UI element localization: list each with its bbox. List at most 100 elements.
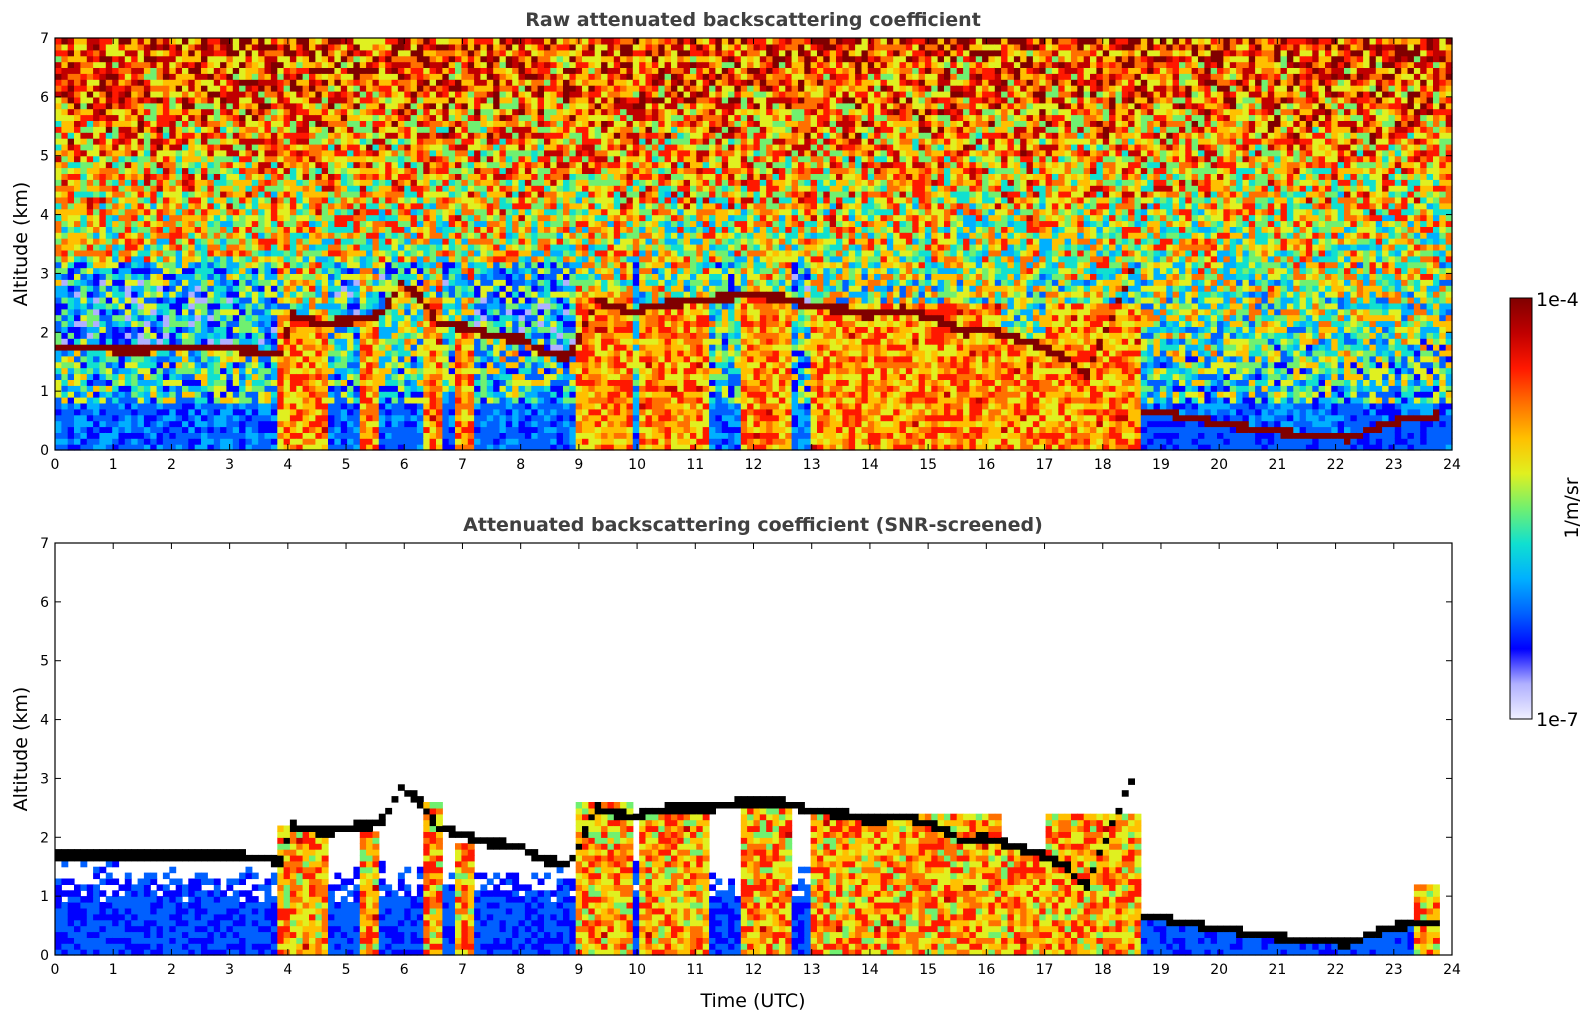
heatmap-cell xyxy=(207,191,215,198)
heatmap-cell xyxy=(455,61,462,68)
heatmap-cell xyxy=(86,96,94,104)
heatmap-cell xyxy=(86,238,94,245)
heatmap-cell xyxy=(378,226,386,233)
heatmap-cell xyxy=(366,326,373,333)
heatmap-cell xyxy=(264,355,272,363)
heatmap-cell xyxy=(182,191,189,198)
heatmap-cell xyxy=(353,261,361,269)
heatmap-cell xyxy=(169,208,177,216)
heatmap-cell xyxy=(61,202,69,210)
heatmap-cell xyxy=(93,120,100,127)
heatmap-cell xyxy=(283,314,291,322)
heatmap-cell xyxy=(410,55,418,63)
heatmap-cell xyxy=(461,85,469,92)
heatmap-cell xyxy=(80,114,88,121)
heatmap-cell xyxy=(359,320,367,327)
heatmap-cell xyxy=(296,132,304,139)
heatmap-cell xyxy=(105,167,113,174)
heatmap-cell xyxy=(436,173,443,180)
heatmap-cell xyxy=(302,438,310,445)
heatmap-cell xyxy=(67,367,75,375)
heatmap-cell xyxy=(150,149,158,157)
heatmap-cell xyxy=(455,320,462,327)
heatmap-cell xyxy=(175,38,183,45)
heatmap-cell xyxy=(410,179,418,186)
heatmap-cell xyxy=(131,344,139,351)
heatmap-cell xyxy=(74,185,81,192)
heatmap-cell xyxy=(150,267,158,274)
heatmap-cell xyxy=(258,297,266,304)
heatmap-cell xyxy=(182,332,189,339)
heatmap-cell xyxy=(182,414,189,422)
heatmap-cell xyxy=(404,67,412,74)
heatmap-cell xyxy=(283,79,291,86)
heatmap-cell xyxy=(455,379,462,386)
heatmap-cell xyxy=(150,444,158,451)
heatmap-cell xyxy=(480,91,488,98)
heatmap-cell xyxy=(334,297,342,304)
heatmap-cell xyxy=(289,273,297,280)
heatmap-cell xyxy=(232,73,240,80)
heatmap-cell xyxy=(270,232,278,239)
heatmap-cell xyxy=(150,332,158,339)
heatmap-cell xyxy=(486,285,494,292)
heatmap-cell xyxy=(455,79,462,86)
heatmap-cell xyxy=(80,385,88,392)
heatmap-cell xyxy=(397,196,405,204)
heatmap-cell xyxy=(467,126,475,133)
heatmap-cell xyxy=(385,61,393,68)
heatmap-cell xyxy=(493,285,501,292)
heatmap-cell xyxy=(162,349,170,357)
heatmap-cell xyxy=(188,232,196,239)
heatmap-cell xyxy=(258,302,266,310)
heatmap-cell xyxy=(499,408,507,416)
heatmap-cell xyxy=(321,149,329,157)
heatmap-cell xyxy=(251,43,259,51)
heatmap-cell xyxy=(55,279,62,286)
heatmap-cell xyxy=(455,220,462,227)
heatmap-cell xyxy=(251,279,259,286)
heatmap-cell xyxy=(213,91,221,98)
heatmap-cell xyxy=(455,43,462,51)
heatmap-cell xyxy=(245,391,253,398)
heatmap-cell xyxy=(194,102,202,110)
heatmap-cell xyxy=(162,55,170,63)
heatmap-cell xyxy=(112,255,120,263)
heatmap-cell xyxy=(226,326,234,333)
heatmap-cell xyxy=(270,379,278,386)
heatmap-cell xyxy=(188,397,196,404)
heatmap-cell xyxy=(182,314,189,322)
heatmap-cell xyxy=(105,161,113,169)
heatmap-cell xyxy=(232,320,240,327)
heatmap-cell xyxy=(467,285,475,292)
heatmap-cell xyxy=(277,49,285,57)
heatmap-cell xyxy=(143,314,151,322)
heatmap-cell xyxy=(366,297,373,304)
heatmap-cell xyxy=(391,373,399,380)
heatmap-cell xyxy=(67,308,75,316)
heatmap-cell xyxy=(270,132,278,139)
heatmap-cell xyxy=(270,402,278,410)
heatmap-cell xyxy=(385,285,393,292)
heatmap-cell xyxy=(423,320,431,327)
heatmap-cell xyxy=(99,102,107,110)
heatmap-cell xyxy=(461,73,469,80)
heatmap-cell xyxy=(131,367,139,375)
heatmap-cell xyxy=(340,55,348,63)
heatmap-cell xyxy=(61,232,69,239)
heatmap-cell xyxy=(194,202,202,210)
heatmap-cell xyxy=(264,373,272,380)
heatmap-cell xyxy=(150,432,158,439)
heatmap-cell xyxy=(353,326,361,333)
heatmap-cell xyxy=(245,67,253,74)
heatmap-cell xyxy=(340,438,348,445)
heatmap-cell xyxy=(353,202,361,210)
heatmap-cell xyxy=(194,255,202,263)
heatmap-cell xyxy=(74,114,81,121)
heatmap-cell xyxy=(474,408,481,416)
heatmap-cell xyxy=(61,291,69,298)
heatmap-cell xyxy=(162,108,170,116)
heatmap-cell xyxy=(162,267,170,274)
heatmap-cell xyxy=(366,79,373,86)
heatmap-cell xyxy=(448,414,456,422)
